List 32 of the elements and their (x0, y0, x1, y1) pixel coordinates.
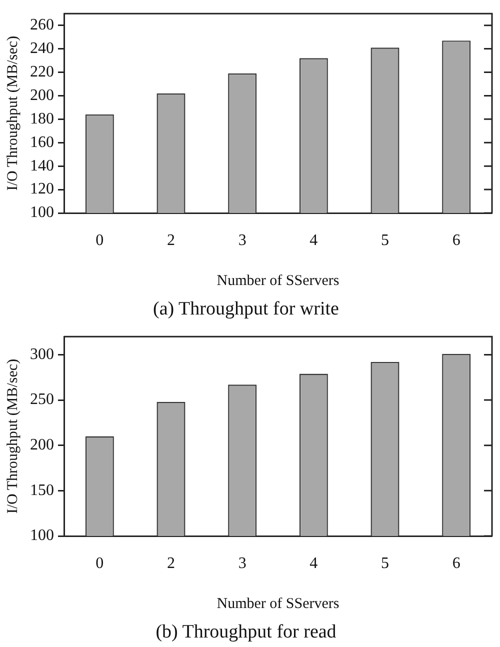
y-tick-label: 220 (30, 63, 54, 80)
x-tick-label: 2 (167, 232, 175, 249)
y-tick-label: 260 (30, 16, 54, 34)
y-tick-label: 300 (30, 346, 54, 363)
x-tick-label: 0 (96, 554, 104, 572)
y-tick-label: 120 (30, 180, 54, 198)
y-tick-label: 100 (30, 204, 54, 222)
y-axis-title: I/O Throughput (MB/sec) (4, 36, 21, 191)
y-tick-label: 140 (30, 157, 54, 174)
y-tick-label: 200 (30, 86, 54, 104)
x-tick-label: 5 (381, 232, 389, 249)
x-axis-title: Number of SServers (216, 273, 340, 290)
y-tick-label: 150 (30, 482, 54, 499)
y-tick-label: 160 (30, 134, 54, 151)
y-axis-title: I/O Throughput (MB/sec) (4, 358, 21, 514)
y-tick-label: 180 (30, 110, 54, 128)
x-axis-title: Number of SServers (216, 596, 340, 612)
x-tick-label: 0 (96, 232, 104, 249)
text: (a) Throughput for write (153, 298, 339, 320)
text: (b) Throughput for read (156, 622, 337, 643)
x-tick-label: 3 (238, 554, 246, 572)
x-tick-label: 5 (381, 554, 389, 572)
x-tick-label: 4 (310, 232, 318, 249)
x-tick-label: 2 (167, 554, 175, 572)
y-tick-label: 250 (30, 391, 54, 408)
y-tick-label: 200 (30, 436, 54, 454)
x-tick-label: 6 (452, 554, 460, 572)
y-tick-label: 240 (30, 40, 54, 57)
x-tick-label: 6 (452, 232, 460, 249)
x-tick-label: 4 (310, 554, 318, 572)
y-tick-label: 100 (30, 527, 54, 544)
x-tick-label: 3 (238, 232, 246, 249)
